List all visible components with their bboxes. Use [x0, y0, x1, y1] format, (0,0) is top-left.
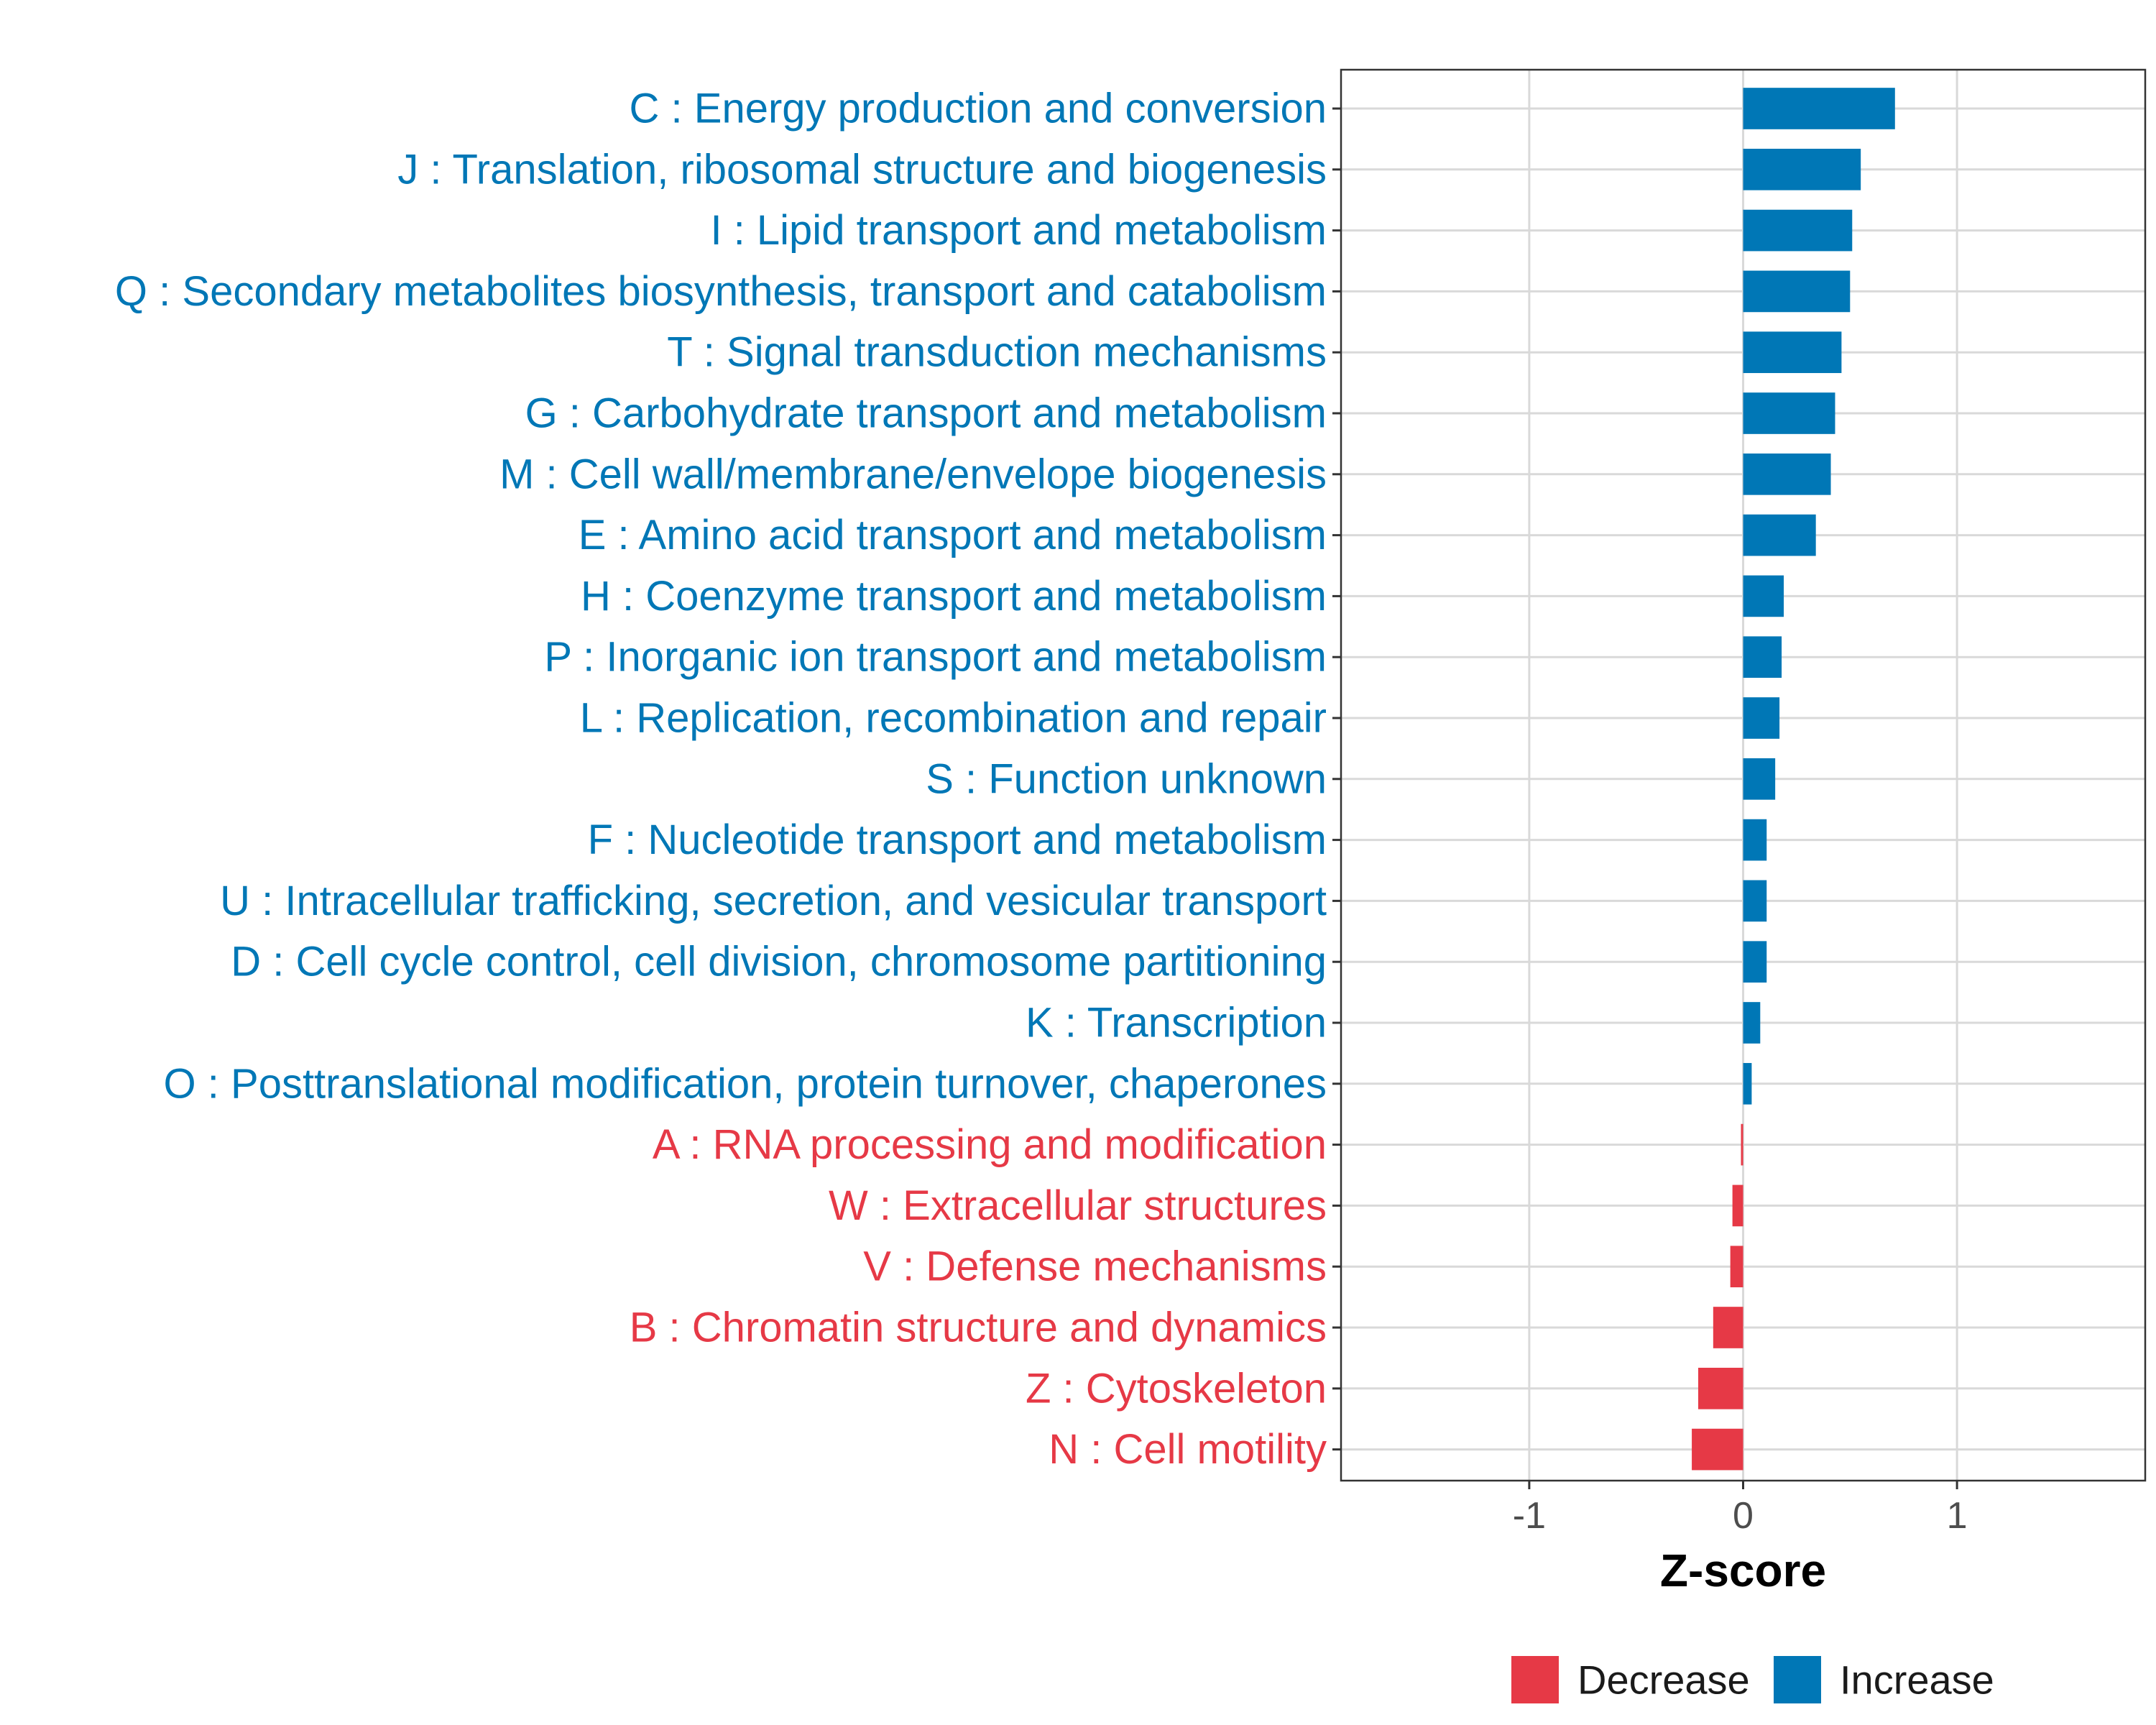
x-axis-title: Z-score: [1660, 1545, 1826, 1596]
category-label: O : Posttranslational modification, prot…: [164, 1060, 1327, 1107]
bar-n-cell-motility: [1692, 1428, 1743, 1471]
x-tick-label: 0: [1733, 1495, 1754, 1537]
category-label: T : Signal transduction mechanisms: [667, 329, 1327, 376]
bar-i-lipid-transport-and-metabolism: [1743, 209, 1853, 252]
category-label: M : Cell wall/membrane/envelope biogenes…: [499, 451, 1327, 497]
bar-m-cell-wall-membrane-envelope-biogenesis: [1743, 453, 1831, 495]
bar-a-rna-processing-and-modification: [1741, 1123, 1743, 1166]
bar-s-function-unknown: [1743, 758, 1776, 800]
legend-label-decrease: Decrease: [1577, 1657, 1750, 1703]
bar-t-signal-transduction-mechanisms: [1743, 331, 1842, 374]
category-label: N : Cell motility: [1049, 1426, 1327, 1473]
category-label: D : Cell cycle control, cell division, c…: [231, 939, 1327, 985]
category-label: S : Function unknown: [926, 755, 1327, 802]
x-tick-label: -1: [1513, 1495, 1546, 1537]
category-label: A : RNA processing and modification: [653, 1121, 1327, 1168]
bar-l-replication-recombination-and-repair: [1743, 697, 1780, 739]
category-label: H : Coenzyme transport and metabolism: [581, 573, 1327, 620]
y-axis-ticks: [1332, 107, 1341, 1451]
bar-g-carbohydrate-transport-and-metabolism: [1743, 392, 1835, 434]
bar-o-posttranslational-modification-protein: [1743, 1062, 1752, 1105]
legend-swatch-decrease: [1511, 1656, 1559, 1703]
bar-v-defense-mechanisms: [1730, 1246, 1743, 1288]
category-label: K : Transcription: [1026, 1000, 1327, 1046]
bar-j-translation-ribosomal-structure-and-bi: [1743, 148, 1861, 190]
category-label: F : Nucleotide transport and metabolism: [588, 816, 1327, 863]
bar-q-secondary-metabolites-biosynthesis-tra: [1743, 270, 1851, 313]
bar-f-nucleotide-transport-and-metabolism: [1743, 819, 1767, 861]
category-label: Q : Secondary metabolites biosynthesis, …: [115, 268, 1327, 315]
category-label: W : Extracellular structures: [829, 1182, 1327, 1229]
category-label: E : Amino acid transport and metabolism: [579, 512, 1327, 558]
bar-w-extracellular-structures: [1732, 1184, 1743, 1227]
legend: Decrease Increase: [1511, 1656, 1994, 1703]
bar-c-energy-production-and-conversion: [1743, 88, 1895, 129]
category-label: Z : Cytoskeleton: [1026, 1365, 1327, 1412]
bar-k-transcription: [1743, 1002, 1761, 1044]
category-label: V : Defense mechanisms: [863, 1243, 1327, 1290]
category-label: P : Inorganic ion transport and metaboli…: [544, 634, 1327, 681]
category-label: L : Replication, recombination and repai…: [580, 695, 1327, 742]
category-label: C : Energy production and conversion: [630, 86, 1327, 132]
bar-d-cell-cycle-control-cell-division-chrom: [1743, 941, 1767, 983]
bar-p-inorganic-ion-transport-and-metabolism: [1743, 636, 1782, 678]
y-axis-labels: C : Energy production and conversion J : …: [115, 86, 1327, 1473]
category-label: J : Translation, ribosomal structure and…: [397, 146, 1327, 193]
bars: [1692, 88, 1895, 1471]
category-label: U : Intracellular trafficking, secretion…: [220, 878, 1327, 924]
bar-b-chromatin-structure-and-dynamics: [1713, 1307, 1743, 1348]
bar-h-coenzyme-transport-and-metabolism: [1743, 575, 1784, 617]
category-label: G : Carbohydrate transport and metabolis…: [525, 390, 1327, 437]
bar-e-amino-acid-transport-and-metabolism: [1743, 514, 1816, 556]
x-tick-label: 1: [1947, 1495, 1968, 1537]
x-axis-ticks: -1 0 1: [1513, 1481, 1968, 1537]
legend-label-increase: Increase: [1840, 1657, 1994, 1703]
bar-u-intracellular-trafficking-secretion-an: [1743, 880, 1767, 922]
category-label: I : Lipid transport and metabolism: [710, 207, 1327, 254]
bar-z-cytoskeleton: [1698, 1367, 1743, 1409]
category-label: B : Chromatin structure and dynamics: [630, 1305, 1327, 1351]
legend-swatch-increase: [1774, 1656, 1821, 1703]
